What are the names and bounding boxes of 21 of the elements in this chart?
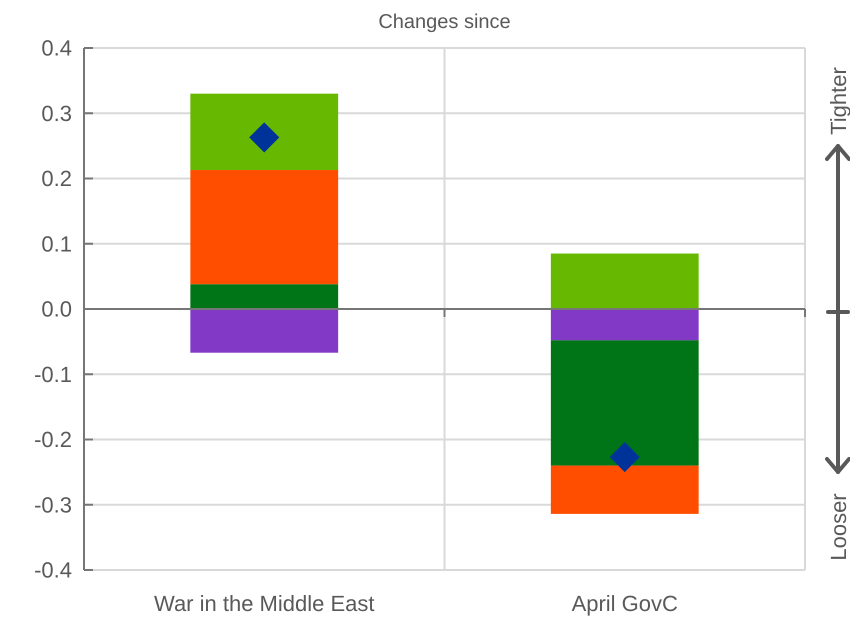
chart-title: Changes since [378, 11, 511, 33]
y-tick-label: 0.1 [41, 231, 72, 256]
x-tick-label: War in the Middle East [154, 591, 374, 616]
text: Looser [826, 493, 850, 561]
bar [190, 94, 338, 170]
bar [550, 340, 699, 466]
bar [550, 309, 699, 340]
bar [190, 284, 338, 309]
bar [190, 309, 338, 353]
bar [550, 254, 699, 309]
y-tick-label: 0.3 [41, 100, 72, 126]
y-tick-label: -0.1 [34, 362, 72, 387]
y-tick-label: -0.2 [34, 427, 72, 452]
y-tick-label: -0.3 [34, 492, 72, 518]
bar [550, 466, 699, 514]
x-tick-label: April GovC [572, 591, 678, 616]
y-tick-label: 0.0 [41, 296, 72, 322]
y-tick-label: 0.4 [41, 36, 72, 61]
bar [190, 170, 338, 284]
y-tick-label: -0.4 [34, 558, 72, 583]
y-tick-label: 0.2 [41, 166, 72, 192]
